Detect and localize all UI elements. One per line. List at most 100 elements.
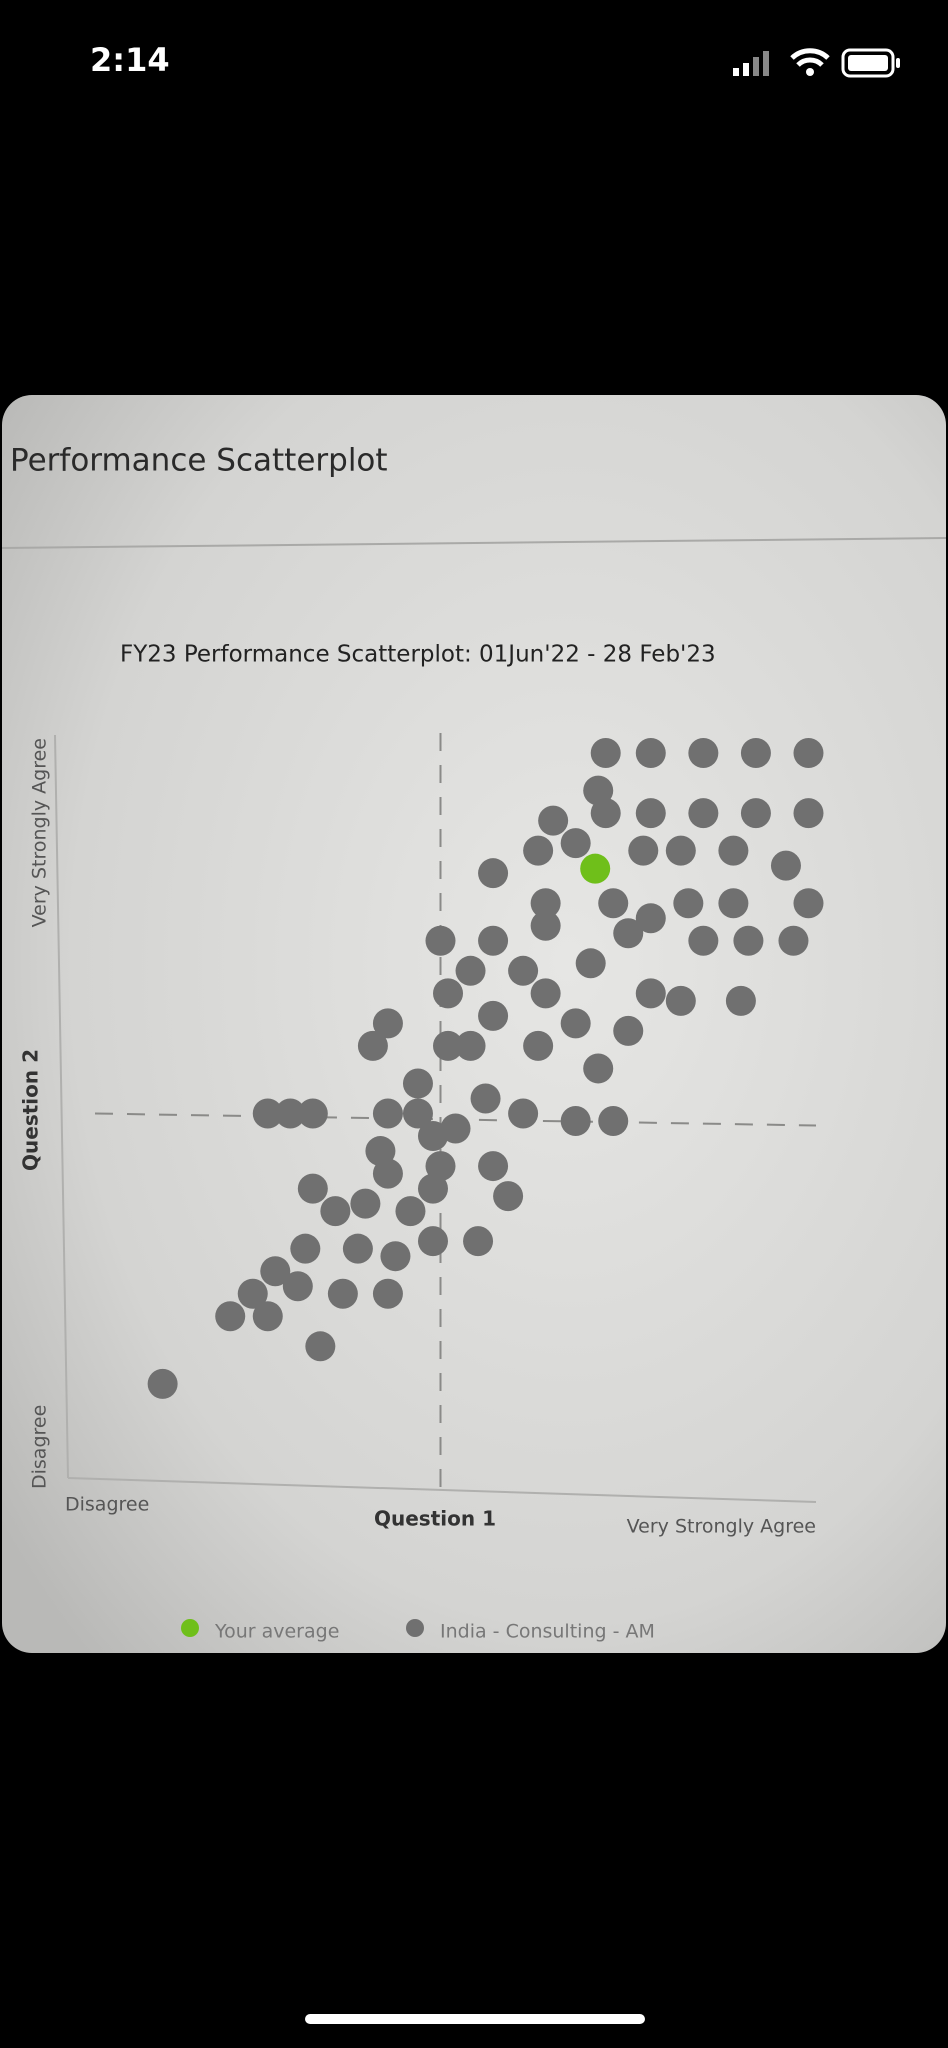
data-point (372, 1158, 403, 1189)
data-point (478, 858, 509, 889)
data-point (433, 978, 464, 1009)
data-point (478, 1151, 509, 1182)
data-point (613, 1015, 644, 1046)
data-point (372, 1278, 403, 1309)
chart-title: FY23 Performance Scatterplot: 01Jun'22 -… (120, 642, 716, 668)
data-point (252, 1301, 283, 1332)
data-point (357, 1030, 388, 1061)
data-point (478, 925, 509, 956)
data-point (560, 828, 591, 859)
data-point (778, 925, 809, 956)
data-point (463, 1226, 494, 1257)
data-point (523, 1030, 554, 1061)
data-point (260, 1256, 291, 1287)
data-point (628, 835, 659, 866)
data-point (530, 888, 561, 919)
data-point (673, 888, 704, 919)
x-tick-label: Disagree (65, 1494, 149, 1516)
data-point (688, 798, 719, 829)
data-point (793, 798, 824, 829)
data-point (613, 918, 644, 949)
data-point (252, 1098, 283, 1129)
data-point (530, 978, 561, 1009)
data-point (530, 910, 561, 941)
data-point (402, 1098, 433, 1129)
data-point (733, 925, 764, 956)
data-point (320, 1196, 351, 1227)
data-point (455, 1030, 486, 1061)
legend-label: Your average (214, 1621, 339, 1643)
data-point (740, 738, 771, 769)
separator (1, 537, 947, 549)
data-point (665, 985, 696, 1016)
y-tick-label: Very Strongly Agree (29, 738, 51, 927)
data-point (297, 1173, 328, 1204)
x-tick-label: Very Strongly Agree (627, 1516, 816, 1538)
data-point (478, 1000, 509, 1031)
data-point (433, 1030, 464, 1061)
data-point (297, 1098, 328, 1129)
data-point (590, 798, 621, 829)
data-point (688, 925, 719, 956)
data-point (365, 1136, 396, 1167)
legend-swatch (181, 1619, 199, 1637)
data-point (598, 1106, 629, 1137)
data-point (380, 1241, 411, 1272)
status-time: 2:14 (90, 41, 170, 79)
data-point (372, 1098, 403, 1129)
x-axis-label: Question 1 (374, 1507, 496, 1531)
data-point (147, 1368, 178, 1399)
data-point (740, 798, 771, 829)
data-point (538, 805, 569, 836)
legend-swatch (406, 1619, 424, 1637)
data-point (275, 1098, 306, 1129)
data-point (575, 948, 606, 979)
data-point (470, 1083, 501, 1114)
data-point (635, 798, 666, 829)
data-point (282, 1271, 313, 1302)
data-point (215, 1301, 246, 1332)
x-axis (67, 1477, 817, 1503)
data-point (560, 1106, 591, 1137)
data-point (635, 978, 666, 1009)
data-point (508, 1098, 539, 1129)
data-point (440, 1113, 471, 1144)
data-point (305, 1331, 336, 1362)
data-point (493, 1181, 524, 1212)
data-point (725, 985, 756, 1016)
data-point (425, 1151, 456, 1182)
data-point (635, 903, 666, 934)
legend-label: India - Consulting - AM (440, 1621, 655, 1643)
data-point (560, 1008, 591, 1039)
photo-card (2, 395, 946, 1653)
data-point (793, 738, 824, 769)
data-point (395, 1196, 426, 1227)
home-indicator (305, 2014, 645, 2024)
data-point (590, 738, 621, 769)
y-tick-label: Disagree (29, 1405, 51, 1489)
y-axis-label: Question 2 (19, 1049, 43, 1171)
data-point (417, 1173, 448, 1204)
data-point (523, 835, 554, 866)
y-axis (54, 734, 69, 1479)
data-point (583, 1053, 614, 1084)
data-point (598, 888, 629, 919)
data-point (688, 738, 719, 769)
data-point (770, 850, 801, 881)
highlight-point (580, 853, 611, 884)
data-point (425, 925, 456, 956)
data-point (350, 1188, 381, 1219)
status-icons (733, 48, 900, 78)
data-point (508, 955, 539, 986)
data-point (327, 1278, 358, 1309)
data-point (718, 835, 749, 866)
data-point (402, 1068, 433, 1099)
data-point (342, 1233, 373, 1264)
data-point (237, 1278, 268, 1309)
data-point (793, 888, 824, 919)
data-point (417, 1226, 448, 1257)
data-point (417, 1121, 448, 1152)
data-point (372, 1008, 403, 1039)
data-point (718, 888, 749, 919)
